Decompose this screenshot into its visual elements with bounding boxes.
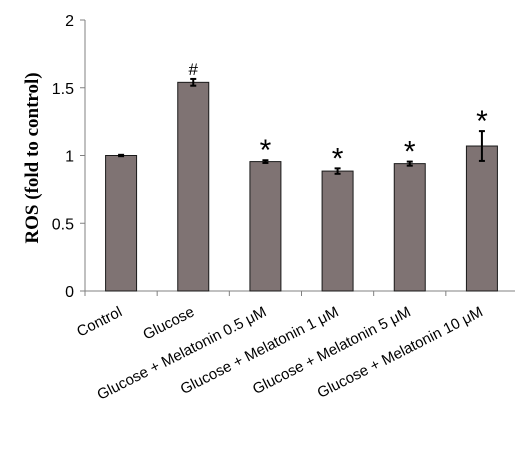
bar bbox=[393, 163, 426, 292]
bar bbox=[105, 155, 138, 292]
significance-label: * bbox=[260, 134, 272, 167]
y-tick-label: 0.5 bbox=[52, 216, 74, 233]
y-axis-label: ROS (fold to control) bbox=[22, 72, 43, 243]
y-tick-label: 1 bbox=[65, 149, 74, 166]
bar bbox=[177, 81, 210, 292]
significance-label: * bbox=[404, 136, 416, 169]
significance-label: * bbox=[476, 105, 488, 138]
bar bbox=[321, 170, 354, 292]
significance-label: * bbox=[332, 142, 344, 175]
y-tick-label: 1.5 bbox=[52, 81, 74, 98]
significance-label: # bbox=[189, 60, 199, 79]
y-tick-label: 2 bbox=[65, 13, 74, 30]
bar bbox=[465, 145, 498, 292]
y-tick-label: 0 bbox=[65, 284, 74, 301]
x-tick-label: Glucose bbox=[140, 303, 197, 343]
x-tick-label: Control bbox=[74, 303, 125, 340]
bar bbox=[249, 161, 282, 292]
